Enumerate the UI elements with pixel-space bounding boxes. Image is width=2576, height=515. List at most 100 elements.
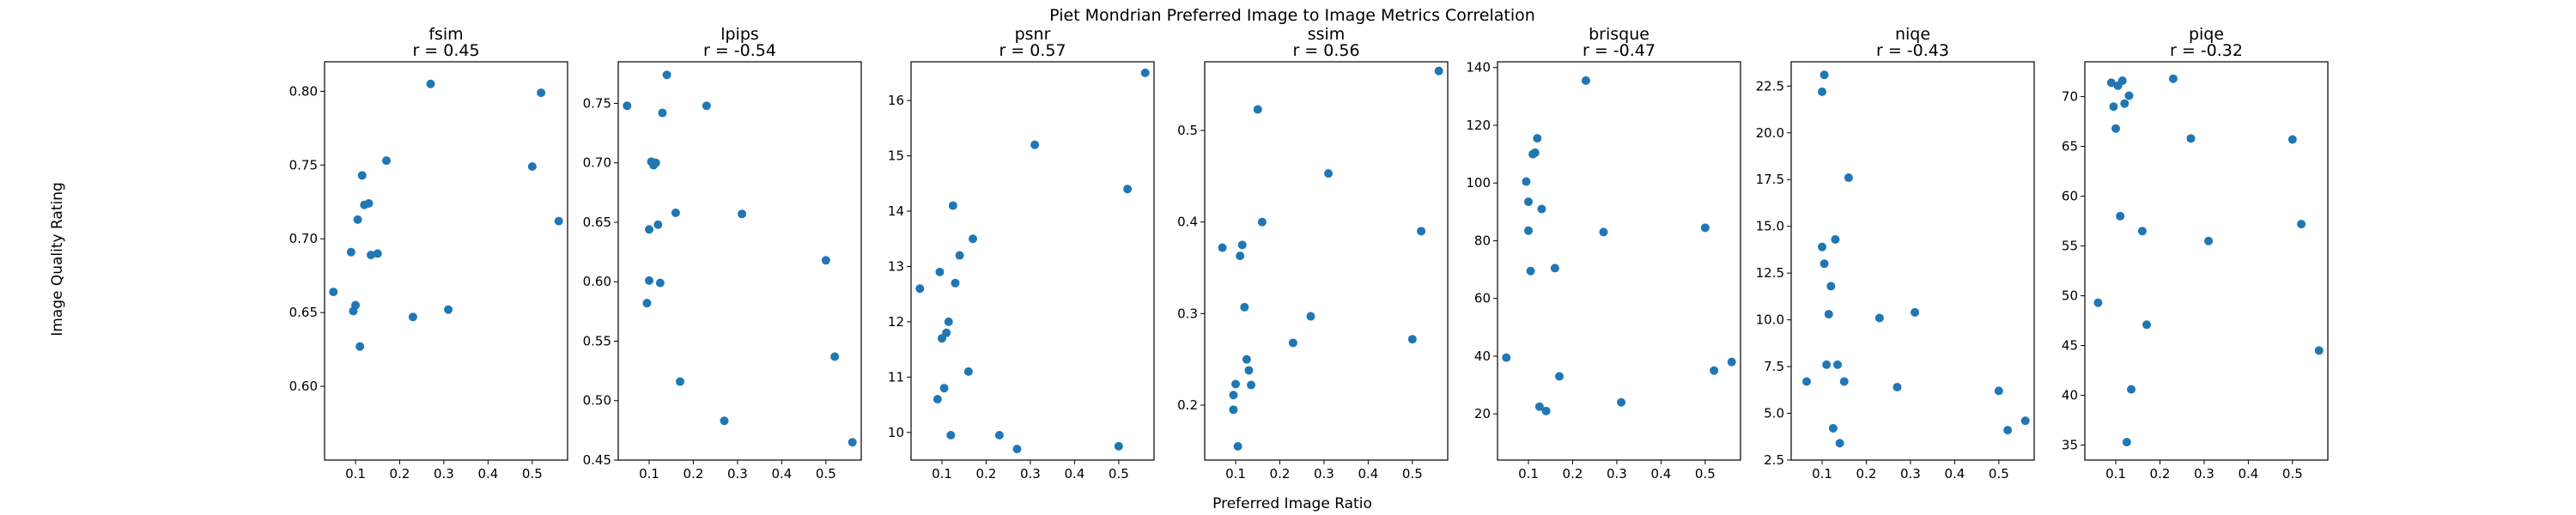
data-point	[1828, 423, 1838, 433]
y-tick-label: 100	[1466, 175, 1491, 191]
data-point	[658, 108, 667, 118]
y-tick-label: 10.0	[1756, 312, 1784, 328]
x-tick-label: 0.3	[727, 466, 748, 482]
y-tick-label: 0.65	[289, 305, 318, 320]
y-tick-label: 0.4	[1177, 215, 1198, 230]
data-point	[1994, 386, 2003, 396]
y-tick-label: 0.50	[583, 393, 611, 409]
data-point	[1502, 353, 1511, 362]
data-point	[1012, 445, 1022, 454]
x-tick-label: 0.4	[1650, 466, 1671, 482]
y-tick-label: 60	[2062, 189, 2078, 204]
y-tick-label: 0.5	[1177, 123, 1198, 138]
data-point	[1911, 307, 1920, 317]
x-tick-label: 0.4	[1944, 466, 1965, 482]
x-tick-label: 0.1	[2105, 466, 2126, 482]
x-tick-label: 0.4	[477, 466, 498, 482]
y-tick-label: 0.60	[583, 274, 611, 289]
x-tick-label: 0.5	[522, 466, 543, 482]
data-point	[1818, 242, 1827, 251]
axes-frame	[1790, 61, 2035, 461]
y-tick-label: 22.5	[1756, 78, 1784, 94]
data-point	[1844, 173, 1853, 183]
data-point	[994, 431, 1004, 439]
subplot-title: niqe	[1895, 25, 1930, 44]
data-point	[329, 288, 338, 297]
data-point	[355, 342, 365, 351]
y-tick-label: 0.70	[583, 155, 611, 171]
x-tick-label: 0.5	[1989, 466, 2009, 482]
axes-frame	[324, 61, 568, 461]
y-tick-label: 7.5	[1764, 359, 1784, 374]
data-point	[1247, 380, 1256, 390]
x-tick-label: 0.3	[2194, 466, 2215, 482]
y-tick-label: 0.75	[583, 95, 611, 111]
data-point	[830, 352, 840, 361]
data-point	[1236, 251, 1245, 261]
x-tick-label: 0.5	[2282, 466, 2303, 482]
y-tick-label: 45	[2062, 338, 2078, 354]
subplot-correlation: r = 0.57	[999, 41, 1066, 60]
data-point	[1229, 391, 1238, 400]
data-point	[527, 162, 537, 172]
x-tick-label: 0.2	[390, 466, 410, 482]
data-point	[2120, 99, 2129, 108]
data-point	[935, 267, 945, 276]
data-point	[351, 300, 361, 310]
data-point	[738, 209, 747, 219]
data-point	[1233, 442, 1242, 451]
y-tick-label: 15	[888, 148, 904, 164]
x-tick-label: 0.5	[1695, 466, 1716, 482]
data-point	[1526, 266, 1535, 276]
data-point	[1893, 383, 1902, 392]
y-tick-label: 15.0	[1756, 219, 1784, 234]
data-point	[382, 156, 392, 166]
y-tick-label: 2.5	[1764, 452, 1784, 468]
data-point	[915, 284, 925, 294]
data-point	[951, 278, 960, 288]
data-point	[671, 208, 680, 217]
subplot-title: psnr	[1015, 25, 1051, 44]
data-point	[1727, 357, 1736, 367]
data-point	[1530, 148, 1540, 157]
data-point	[2297, 220, 2306, 229]
data-point	[1835, 439, 1844, 448]
x-tick-label: 0.1	[345, 466, 366, 482]
data-point	[2124, 91, 2134, 100]
data-point	[676, 377, 685, 386]
data-point	[1257, 217, 1267, 227]
x-tick-label: 0.1	[932, 466, 952, 482]
data-point	[1820, 259, 1829, 269]
data-point	[2204, 236, 2214, 245]
y-tick-label: 35	[2062, 438, 2078, 453]
x-tick-label: 0.1	[1225, 466, 1246, 482]
data-point	[662, 70, 671, 80]
axes-frame	[1204, 61, 1449, 461]
x-tick-label: 0.1	[639, 466, 659, 482]
data-point	[1123, 185, 1133, 194]
data-point	[821, 256, 830, 265]
subplot-title: piqe	[2189, 25, 2224, 44]
data-point	[1839, 377, 1849, 386]
y-tick-label: 40	[1474, 348, 1491, 364]
x-axis-label: Preferred Image Ratio	[1212, 495, 1372, 512]
x-tick-label: 0.4	[771, 466, 792, 482]
data-point	[969, 234, 978, 244]
data-point	[1288, 338, 1297, 348]
data-point	[1030, 140, 1040, 149]
x-tick-label: 0.4	[2238, 466, 2258, 482]
data-point	[623, 101, 632, 111]
data-point	[1818, 87, 1827, 96]
data-point	[537, 88, 546, 98]
data-point	[942, 328, 951, 337]
y-tick-label: 55	[2062, 239, 2078, 254]
data-point	[944, 317, 953, 326]
data-point	[1710, 366, 1719, 375]
data-point	[1306, 312, 1315, 321]
data-point	[2127, 385, 2136, 394]
data-point	[444, 305, 453, 314]
data-point	[948, 201, 957, 210]
